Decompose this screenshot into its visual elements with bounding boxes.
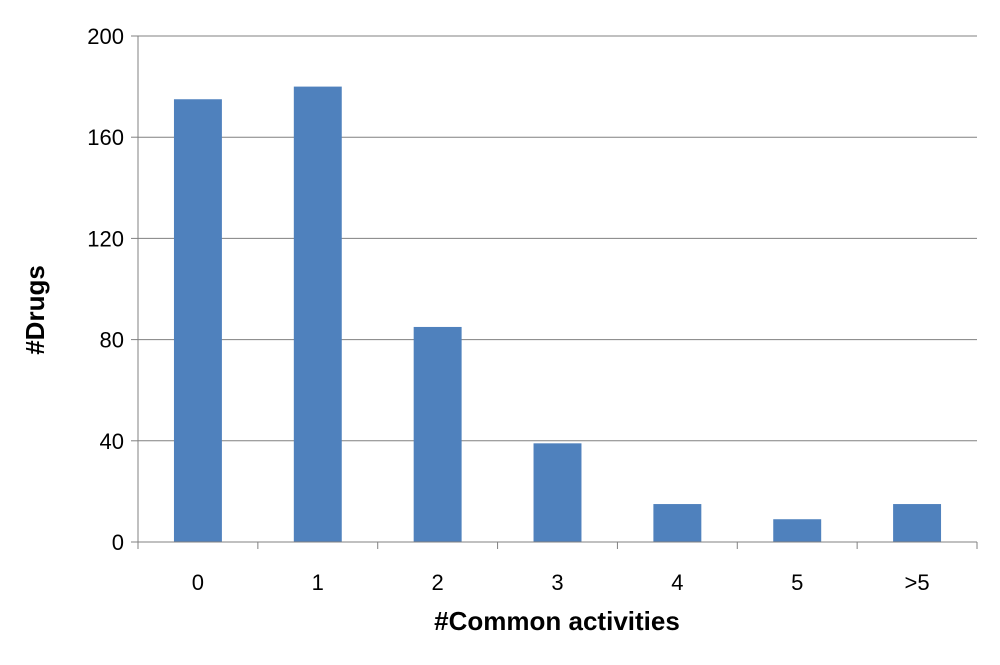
grid-lines — [138, 35, 977, 442]
x-tick-label: 4 — [671, 570, 683, 595]
x-tick-label: 3 — [551, 570, 563, 595]
bar — [173, 99, 222, 542]
bar — [773, 519, 822, 542]
y-tick-label: 80 — [100, 328, 124, 353]
bar — [653, 504, 702, 542]
y-tick-label: 200 — [87, 24, 124, 49]
axes — [131, 35, 978, 549]
bars — [173, 86, 942, 542]
bar — [413, 326, 462, 542]
y-axis-title: #Drugs — [20, 265, 50, 355]
x-tick-label: >5 — [905, 570, 930, 595]
bar — [533, 443, 582, 542]
bar — [893, 504, 942, 542]
x-tick-label: 2 — [432, 570, 444, 595]
y-tick-label: 0 — [112, 530, 124, 555]
y-tick-labels: 0 40 80 120 160 200 — [87, 24, 124, 555]
bar — [293, 86, 342, 542]
x-tick-label: 1 — [312, 570, 324, 595]
y-tick-label: 40 — [100, 429, 124, 454]
x-tick-labels: 0 1 2 3 4 5 >5 — [192, 570, 930, 595]
x-tick-label: 5 — [791, 570, 803, 595]
x-tick-label: 0 — [192, 570, 204, 595]
x-axis-title: #Common activities — [434, 606, 680, 636]
y-tick-label: 120 — [87, 226, 124, 251]
y-tick-label: 160 — [87, 125, 124, 150]
